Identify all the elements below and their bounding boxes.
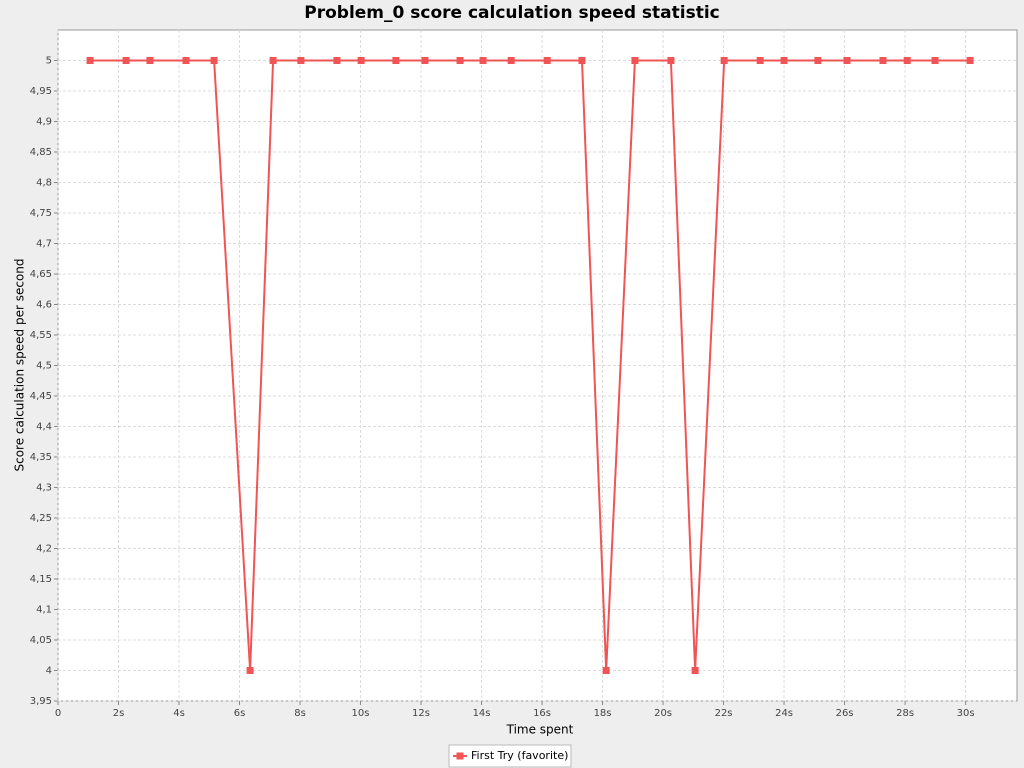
x-tick-label: 22s [715, 708, 733, 719]
data-point [814, 57, 822, 64]
data-point [631, 57, 639, 64]
data-point [931, 57, 939, 64]
y-tick-label: 4,65 [30, 269, 52, 280]
y-tick-label: 4,85 [30, 147, 52, 158]
y-tick-label: 4,4 [36, 422, 52, 433]
y-tick-label: 4,9 [36, 117, 52, 128]
data-point [357, 57, 365, 64]
data-point [602, 667, 610, 674]
data-point [210, 57, 218, 64]
x-tick-label: 0 [55, 708, 61, 719]
data-point [507, 57, 515, 64]
x-tick-label: 6s [234, 708, 246, 719]
y-tick-label: 4,8 [36, 178, 52, 189]
x-tick-label: 10s [352, 708, 370, 719]
data-point [479, 57, 487, 64]
x-tick-label: 8s [294, 708, 306, 719]
data-point [843, 57, 851, 64]
y-tick-label: 4,45 [30, 391, 52, 402]
data-point [456, 57, 464, 64]
data-point [269, 57, 277, 64]
data-point [691, 667, 699, 674]
data-point [246, 667, 254, 674]
data-point [122, 57, 130, 64]
y-tick-label: 4,5 [36, 361, 52, 372]
plot-area [57, 29, 1018, 702]
data-point [578, 57, 586, 64]
y-tick-label: 4,7 [36, 239, 52, 250]
x-tick-label: 12s [412, 708, 430, 719]
x-tick-label: 30s [957, 708, 975, 719]
y-tick-label: 4,05 [30, 635, 52, 646]
y-tick-label: 4,55 [30, 330, 52, 341]
data-point [297, 57, 305, 64]
y-tick-label: 4,6 [36, 300, 52, 311]
y-tick-label: 4,35 [30, 452, 52, 463]
data-point [756, 57, 764, 64]
data-point [86, 57, 94, 64]
data-point [879, 57, 887, 64]
x-tick-label: 18s [594, 708, 612, 719]
data-point [392, 57, 400, 64]
data-point [146, 57, 154, 64]
y-tick-label: 4,15 [30, 574, 52, 585]
x-tick-label: 24s [775, 708, 793, 719]
data-point [543, 57, 551, 64]
series-line [90, 59, 971, 671]
y-axis-label: Score calculation speed per second [13, 258, 27, 471]
x-tick-label: 4s [173, 708, 185, 719]
x-axis-label: Time spent [506, 723, 574, 737]
y-tick-label: 3,95 [30, 696, 52, 707]
y-tick-label: 5 [46, 56, 52, 67]
legend-label: First Try (favorite) [471, 749, 568, 762]
y-tick-label: 4,3 [36, 483, 52, 494]
chart-title: Problem_0 score calculation speed statis… [304, 3, 719, 23]
data-point [966, 57, 974, 64]
x-tick-label: 26s [836, 708, 854, 719]
data-point [780, 57, 788, 64]
x-tick-label: 28s [896, 708, 914, 719]
data-point [903, 57, 911, 64]
y-tick-label: 4 [46, 666, 52, 677]
data-point [720, 57, 728, 64]
data-point [667, 57, 675, 64]
data-point [333, 57, 341, 64]
legend-box [448, 744, 572, 768]
legend-marker [456, 752, 464, 760]
x-tick-label: 20s [654, 708, 672, 719]
data-point [421, 57, 429, 64]
x-tick-label: 14s [473, 708, 491, 719]
y-tick-label: 4,95 [30, 86, 52, 97]
y-tick-label: 4,1 [36, 605, 52, 616]
x-tick-label: 16s [533, 708, 551, 719]
x-tick-label: 2s [113, 708, 125, 719]
y-tick-label: 4,75 [30, 208, 52, 219]
y-tick-label: 4,25 [30, 513, 52, 524]
data-point [182, 57, 190, 64]
y-tick-label: 4,2 [36, 544, 52, 555]
